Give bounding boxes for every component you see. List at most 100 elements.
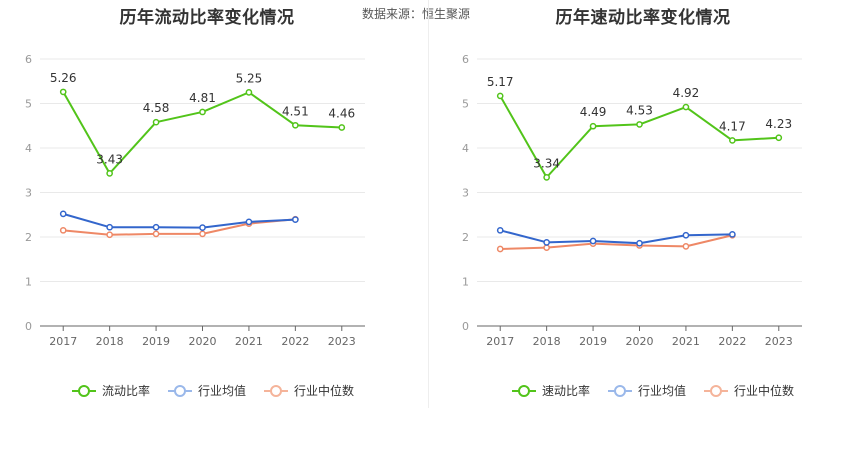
- left-data-label: 3.43: [96, 152, 123, 166]
- right-legend-marker: [518, 385, 530, 397]
- right-x-tick-label: 2023: [765, 335, 793, 348]
- right-y-tick-label: 1: [462, 276, 469, 289]
- left-data-point[interactable]: [199, 230, 206, 238]
- left-legend-item[interactable]: 行业中位数: [264, 383, 354, 398]
- left-data-point[interactable]: [152, 223, 160, 231]
- left-chart: 0 1 2 3 4 5 6 2017 2018 2019 2020 2021 2022 2023 5.26 3…: [25, 53, 365, 398]
- right-data-label: 4.23: [765, 117, 792, 131]
- right-data-label: 4.92: [673, 86, 700, 100]
- left-data-point[interactable]: [199, 108, 206, 116]
- left-y-tick-label: 3: [25, 187, 32, 200]
- left-data-point[interactable]: [59, 226, 67, 234]
- right-legend-item[interactable]: 行业均值: [608, 383, 686, 398]
- left-legend-marker: [78, 385, 90, 397]
- left-legend-label: 行业均值: [198, 383, 246, 398]
- left-data-point[interactable]: [292, 121, 299, 129]
- left-data-label: 4.51: [282, 104, 309, 118]
- left-legend-marker: [174, 385, 186, 397]
- right-series-line-1: [499, 229, 733, 245]
- left-y-tick-label: 2: [25, 231, 32, 244]
- right-data-point[interactable]: [543, 238, 550, 246]
- right-chart-title: 历年速动比率变化情况: [555, 8, 731, 28]
- chart-divider: [428, 0, 429, 408]
- left-legend-item[interactable]: 行业均值: [168, 383, 246, 398]
- left-data-point[interactable]: [245, 218, 253, 226]
- left-data-point[interactable]: [59, 210, 67, 218]
- right-data-point[interactable]: [682, 103, 690, 111]
- right-data-point[interactable]: [543, 244, 550, 252]
- right-y-tick-label: 0: [462, 320, 469, 333]
- left-data-point[interactable]: [152, 118, 160, 126]
- right-y-tick-label: 6: [462, 53, 469, 66]
- right-legend-marker: [614, 385, 626, 397]
- left-x-tick-label: 2017: [49, 335, 77, 348]
- right-data-label: 5.17: [487, 75, 514, 89]
- left-y-tick-label: 1: [25, 276, 32, 289]
- right-data-label: 4.53: [626, 103, 653, 117]
- left-data-point[interactable]: [106, 170, 113, 177]
- left-y-tick-label: 4: [25, 142, 32, 155]
- right-y-tick-label: 2: [462, 231, 469, 244]
- right-y-tick-label: 5: [462, 98, 469, 111]
- right-data-point[interactable]: [496, 245, 504, 253]
- right-data-point[interactable]: [636, 239, 643, 247]
- right-y-tick-label: 4: [462, 142, 469, 155]
- left-x-tick-label: 2023: [328, 335, 356, 348]
- right-data-point[interactable]: [682, 242, 690, 250]
- right-legend-label: 行业中位数: [734, 383, 794, 398]
- left-data-label: 5.26: [50, 71, 77, 85]
- right-legend-label: 速动比率: [542, 383, 590, 398]
- right-data-label: 3.34: [533, 156, 560, 170]
- left-legend-label: 行业中位数: [294, 383, 354, 398]
- left-data-point[interactable]: [106, 223, 113, 231]
- right-data-point[interactable]: [543, 174, 550, 181]
- left-data-label: 4.58: [143, 101, 170, 115]
- left-y-tick-label: 5: [25, 98, 32, 111]
- right-legend-item[interactable]: 行业中位数: [704, 383, 794, 398]
- right-x-tick-label: 2021: [672, 335, 700, 348]
- left-data-label: 5.25: [236, 71, 263, 85]
- right-data-point[interactable]: [729, 230, 736, 238]
- right-legend-item[interactable]: 速动比率: [512, 383, 590, 398]
- right-x-tick-label: 2020: [626, 335, 654, 348]
- right-x-tick-label: 2022: [718, 335, 746, 348]
- right-series-line-2: [500, 234, 733, 251]
- left-x-tick-label: 2022: [281, 335, 309, 348]
- left-data-point[interactable]: [152, 230, 160, 238]
- right-data-label: 4.17: [719, 119, 746, 133]
- right-legend-marker: [710, 385, 722, 397]
- right-x-tick-label: 2018: [533, 335, 561, 348]
- right-data-point[interactable]: [496, 92, 504, 100]
- left-data-point[interactable]: [338, 124, 346, 131]
- left-data-point[interactable]: [245, 89, 253, 96]
- left-x-tick-label: 2021: [235, 335, 263, 348]
- left-y-tick-label: 0: [25, 320, 32, 333]
- right-data-point[interactable]: [496, 226, 504, 234]
- right-x-tick-label: 2019: [579, 335, 607, 348]
- left-data-label: 4.81: [189, 91, 216, 105]
- left-legend-label: 流动比率: [102, 383, 150, 398]
- left-legend-marker: [270, 385, 282, 397]
- left-series-line-1: [62, 212, 296, 229]
- left-series-line-2: [63, 218, 296, 236]
- left-data-point[interactable]: [292, 216, 299, 223]
- left-data-label: 4.46: [328, 107, 355, 121]
- left-y-tick-label: 6: [25, 53, 32, 66]
- left-data-point[interactable]: [59, 88, 67, 96]
- left-data-point[interactable]: [199, 224, 206, 232]
- right-data-point[interactable]: [682, 231, 690, 239]
- left-x-tick-label: 2018: [96, 335, 124, 348]
- right-data-point[interactable]: [636, 121, 643, 128]
- left-x-tick-label: 2019: [142, 335, 170, 348]
- left-x-tick-label: 2020: [189, 335, 217, 348]
- right-data-point[interactable]: [589, 122, 597, 130]
- right-y-tick-label: 3: [462, 187, 469, 200]
- left-data-point[interactable]: [106, 231, 113, 239]
- right-x-tick-label: 2017: [486, 335, 514, 348]
- right-data-point[interactable]: [775, 134, 783, 142]
- right-legend-label: 行业均值: [638, 383, 686, 398]
- left-legend-item[interactable]: 流动比率: [72, 383, 150, 398]
- right-data-point[interactable]: [589, 237, 597, 245]
- right-data-point[interactable]: [729, 137, 736, 144]
